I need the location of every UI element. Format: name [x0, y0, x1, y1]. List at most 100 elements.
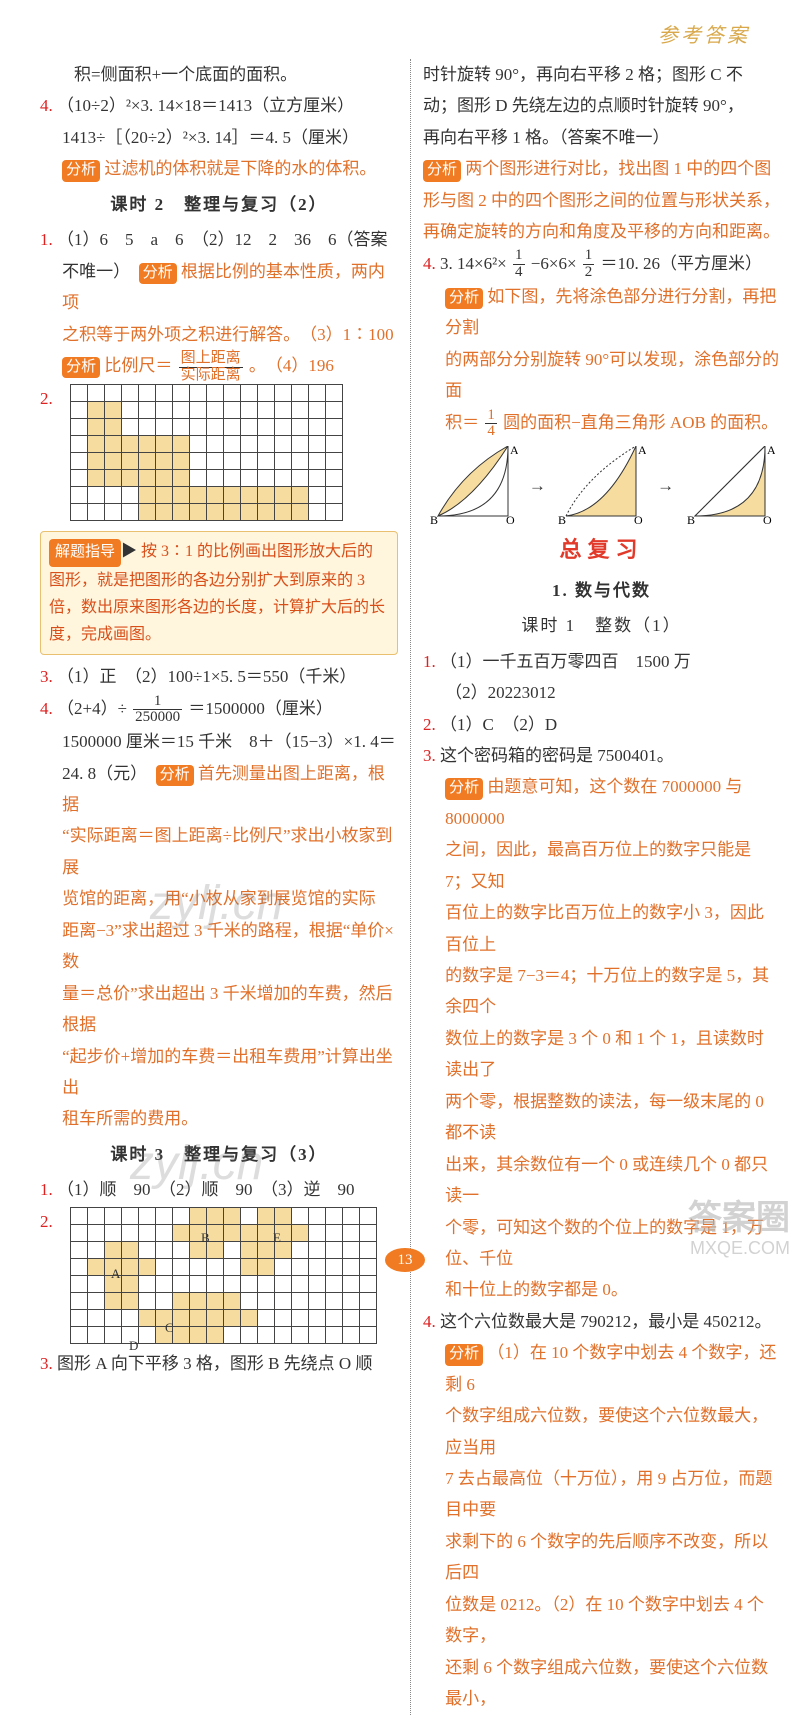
brand-name: 答案圈	[688, 1198, 790, 1239]
text-line: 动；图形 D 先绕左边的点顺时针旋转 90°，	[423, 90, 780, 121]
text: ＝1500000（厘米）	[188, 699, 333, 718]
left-column: 积=侧面积+一个底面的面积。 4. （10÷2）²×3. 14×18＝1413（…	[40, 59, 410, 1715]
denominator: 4	[513, 265, 525, 281]
analysis-text: 个数字组成六位数，要使这个六位数最大，应当用	[423, 1400, 780, 1463]
analysis-text: 之积等于两外项之积进行解答。 （3）1∶100	[40, 319, 398, 350]
analysis-text: 数位上的数字是 3 个 0 和 1 个 1，且读数时读出了	[423, 1023, 780, 1086]
analysis-text: 的数字是 7−3＝4；十万位上的数字是 5，其余四个	[423, 960, 780, 1023]
item-number: 4.	[40, 96, 53, 115]
analysis-line: 分析 两个图形进行对比，找出图 1 中的四个图	[423, 153, 780, 184]
numerator: 图上距离	[179, 351, 243, 368]
denominator: 实际距离	[179, 368, 243, 384]
analysis-pill: 分析	[423, 160, 461, 182]
numerator: 1	[133, 694, 182, 711]
text: 不唯一）	[62, 262, 130, 281]
analysis-text: 量＝总价”求出超出 3 千米增加的车费，然后根据	[40, 978, 398, 1041]
denominator: 250000	[133, 710, 182, 726]
item-number: 3.	[40, 1354, 53, 1373]
text: （1）6 5 a 6 （2）12 2 36 6（答案	[57, 230, 388, 249]
analysis-text: “实际距离＝图上距离÷比例尺”求出小枚家到展	[40, 820, 398, 883]
item-number: 2.	[423, 715, 436, 734]
text-line: 积=侧面积+一个底面的面积。	[40, 59, 398, 90]
answer-line: 4. （10÷2）²×3. 14×18＝1413（立方厘米）	[40, 90, 398, 121]
analysis-line: 分析 由题意可知，这个数在 7000000 与 8000000	[423, 771, 780, 834]
text: 这个密码箱的密码是 7500401。	[440, 746, 674, 765]
analysis-text: 再确定旋转的方向和角度及平移的方向和距离。	[423, 216, 780, 247]
columns: 积=侧面积+一个底面的面积。 4. （10÷2）²×3. 14×18＝1413（…	[40, 59, 780, 1715]
grid-answer-row: 2. ABCDE	[40, 1206, 398, 1348]
svg-text:B: B	[430, 513, 438, 526]
text: −6×6×	[531, 254, 577, 273]
answer-line: 1. （1）6 5 a 6 （2）12 2 36 6（答案	[40, 224, 398, 255]
item-number: 3.	[40, 667, 53, 686]
svg-text:O: O	[763, 513, 772, 526]
text: 3. 14×6²×	[440, 254, 507, 273]
text: （1）顺 90 （2）顺 90 （3）逆 90	[57, 1180, 355, 1199]
brand-url: MXQE.COM	[688, 1238, 790, 1260]
analysis-text: 。 （4）196	[249, 356, 334, 375]
answer-line: 4. （2+4）÷ 1 250000 ＝1500000（厘米）	[40, 693, 398, 726]
page-number-badge: 13	[385, 1248, 425, 1272]
answer-line: 3. 这个密码箱的密码是 7500401。	[423, 740, 780, 771]
text-line: 分析 比例尺＝ 图上距离 实际距离 。 （4）196	[40, 350, 398, 383]
analysis-text: 百位上的数字比百万位上的数字小 3，因此百位上	[423, 897, 780, 960]
text-line: 不唯一） 分析 根据比例的基本性质，两内项	[40, 256, 398, 319]
text-line: 24. 8（元） 分析 首先测量出图上距离，根据	[40, 758, 398, 821]
analysis-text: 两个零，根据整数的读法，每一级末尾的 0 都不读	[423, 1086, 780, 1149]
analysis-text: 之间，因此，最高百万位上的数字只能是 7；又知	[423, 834, 780, 897]
analysis-text: “起步价+增加的车费＝出租车费用”计算出坐出	[40, 1041, 398, 1104]
denominator: 4	[485, 424, 497, 440]
item-number: 4.	[40, 699, 53, 718]
analysis-text: 距离−3”求出超过 3 千米的路程，根据“单价×数	[40, 915, 398, 978]
text: （2+4）÷	[57, 699, 127, 718]
grid-figure-2: ABCDE	[71, 1208, 377, 1344]
grid-figure-1	[71, 385, 343, 521]
arc-diagram-1: B O A	[428, 446, 518, 526]
section-title: 课时 2 整理与复习（2）	[40, 189, 398, 220]
answer-line: 1. （1）一千五百万零四百 1500 万	[423, 646, 780, 677]
analysis-text: 位数是 0212。（2）在 10 个数字中划去 4 个数字，	[423, 1589, 780, 1652]
svg-text:B: B	[558, 513, 566, 526]
text: 圆的面积−直角三角形 AOB 的面积。	[503, 413, 778, 432]
fraction: 1 4	[485, 408, 497, 441]
answer-line: 4. 3. 14×6²× 1 4 −6×6× 1 2 ＝10. 26（平方厘米）	[423, 248, 780, 281]
brand-watermark: 答案圈 MXQE.COM	[688, 1198, 790, 1260]
analysis-text: 览馆的距离，用“小枚从家到展览馆的实际	[40, 883, 398, 914]
analysis-pill: 分析	[156, 765, 194, 787]
item-number: 1.	[423, 652, 436, 671]
diagram-row: B O A → B O A → B O	[423, 446, 780, 526]
analysis-text: 如下图，先将涂色部分进行分割，再把分割	[445, 287, 776, 337]
page-header: 参考答案	[40, 18, 780, 55]
item-number: 1.	[40, 1180, 53, 1199]
text: 积＝	[445, 413, 479, 432]
text-line: 积＝ 1 4 圆的面积−直角三角形 AOB 的面积。	[423, 407, 780, 440]
arc-diagram-3: B O A	[685, 446, 775, 526]
item-number: 4.	[423, 1312, 436, 1331]
fraction: 图上距离 实际距离	[179, 351, 243, 384]
analysis-line: 分析 （1）在 10 个数字中划去 4 个数字，还剩 6	[423, 1337, 780, 1400]
analysis-text: 由题意可知，这个数在 7000000 与 8000000	[445, 777, 742, 827]
text-line: （2）20223012	[423, 677, 780, 708]
fraction: 1 4	[513, 248, 525, 281]
text: （1）一千五百万零四百 1500 万	[440, 652, 691, 671]
lesson-title: 课时 1 整数（1）	[423, 610, 780, 641]
grid-answer-row: 2.	[40, 383, 398, 525]
text-line: 1413÷［（20÷2）²×3. 14］＝4. 5（厘米）	[40, 122, 398, 153]
answer-line: 1. （1）顺 90 （2）顺 90 （3）逆 90	[40, 1174, 398, 1205]
fraction: 1 250000	[133, 694, 182, 727]
tip-box: 解题指导▶ 按 3∶1 的比例画出图形放大后的图形，就是把图形的各边分别扩大到原…	[40, 531, 398, 655]
right-column: 时针旋转 90°，再向右平移 2 格；图形 C 不 动；图形 D 先绕左边的点顺…	[410, 59, 780, 1715]
numerator: 1	[513, 248, 525, 265]
numerator: 1	[485, 408, 497, 425]
analysis-text: 和十位上的数字都是 0。	[423, 1274, 780, 1305]
fraction: 1 2	[583, 248, 595, 281]
analysis-line: 分析 过滤机的体积就是下降的水的体积。	[40, 153, 398, 184]
analysis-text: （1）在 10 个数字中划去 4 个数字，还剩 6	[445, 1343, 776, 1393]
svg-text:A: A	[510, 446, 518, 457]
answer-line: 4. 这个六位数最大是 790212，最小是 450212。	[423, 1306, 780, 1337]
svg-text:O: O	[634, 513, 643, 526]
text: （1）正 （2）100÷1×5. 5＝550（千米）	[57, 667, 356, 686]
text-line: 1500000 厘米＝15 千米 8＋（15−3）×1. 4＝	[40, 726, 398, 757]
svg-text:B: B	[687, 513, 695, 526]
analysis-text: 的两部分分别旋转 90°可以发现，涂色部分的面	[423, 344, 780, 407]
